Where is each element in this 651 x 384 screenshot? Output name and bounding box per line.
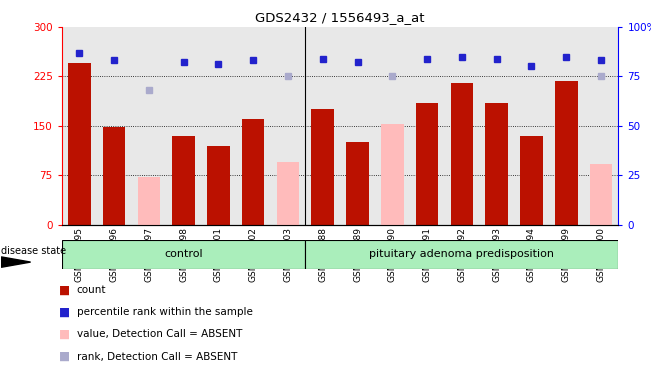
Text: rank, Detection Call = ABSENT: rank, Detection Call = ABSENT — [77, 352, 237, 362]
Bar — [103, 127, 126, 225]
Text: disease state: disease state — [1, 245, 66, 256]
Text: value, Detection Call = ABSENT: value, Detection Call = ABSENT — [77, 329, 242, 339]
Bar — [416, 103, 438, 225]
Bar — [173, 136, 195, 225]
Bar — [305, 240, 618, 269]
Text: pituitary adenoma predisposition: pituitary adenoma predisposition — [369, 249, 555, 260]
Bar — [311, 109, 334, 225]
Bar — [450, 83, 473, 225]
Text: ■: ■ — [59, 283, 70, 296]
Text: percentile rank within the sample: percentile rank within the sample — [77, 307, 253, 317]
Bar — [555, 81, 577, 225]
Text: ■: ■ — [59, 350, 70, 363]
Bar — [520, 136, 543, 225]
Title: GDS2432 / 1556493_a_at: GDS2432 / 1556493_a_at — [255, 11, 425, 24]
Bar — [590, 164, 613, 225]
Bar — [381, 124, 404, 225]
Text: ■: ■ — [59, 328, 70, 341]
Bar — [346, 142, 369, 225]
Bar — [207, 146, 230, 225]
Polygon shape — [1, 257, 31, 267]
Bar — [242, 119, 264, 225]
Bar — [62, 240, 305, 269]
Bar — [68, 63, 90, 225]
Text: ■: ■ — [59, 306, 70, 319]
Bar — [137, 177, 160, 225]
Bar — [277, 162, 299, 225]
Text: control: control — [164, 249, 203, 260]
Bar — [486, 103, 508, 225]
Text: count: count — [77, 285, 106, 295]
